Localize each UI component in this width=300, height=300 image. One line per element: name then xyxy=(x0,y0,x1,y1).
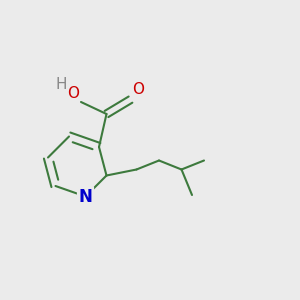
Text: O: O xyxy=(68,85,80,100)
Text: N: N xyxy=(79,188,92,206)
Text: O: O xyxy=(132,82,144,97)
Text: H: H xyxy=(55,77,67,92)
